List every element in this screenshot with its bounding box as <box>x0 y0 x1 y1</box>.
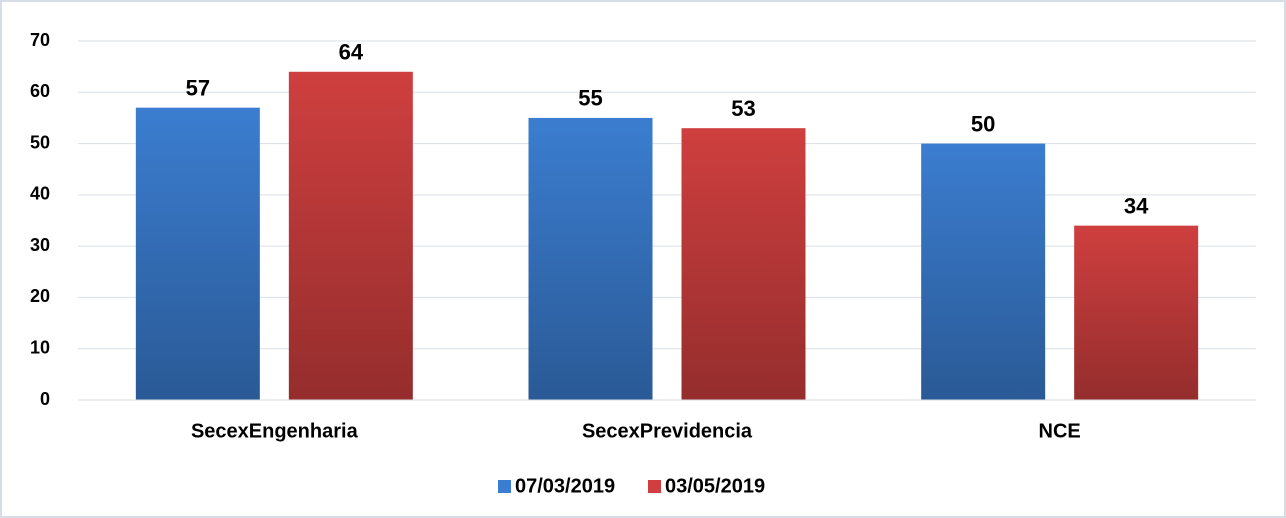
data-label: 57 <box>186 75 210 100</box>
legend-label: 03/05/2019 <box>665 475 765 497</box>
bar <box>921 143 1046 401</box>
x-tick-label: SecexPrevidencia <box>582 420 753 442</box>
x-tick-label: SecexEngenharia <box>191 420 359 442</box>
data-label: 55 <box>578 86 602 111</box>
data-label: 34 <box>1124 193 1149 218</box>
legend-swatch <box>648 480 661 493</box>
bar <box>288 71 413 401</box>
y-tick-label: 30 <box>30 235 50 255</box>
data-label: 64 <box>339 40 364 65</box>
y-tick-label: 10 <box>30 337 50 357</box>
y-tick-label: 70 <box>30 30 50 50</box>
bar <box>135 107 260 401</box>
y-tick-label: 0 <box>40 389 50 409</box>
data-label: 53 <box>731 96 755 121</box>
data-label: 50 <box>971 111 995 136</box>
y-tick-label: 20 <box>30 286 50 306</box>
y-tick-label: 50 <box>30 132 50 152</box>
y-tick-label: 40 <box>30 184 50 204</box>
legend-label: 07/03/2019 <box>515 475 615 497</box>
y-tick-label: 60 <box>30 81 50 101</box>
legend-swatch <box>498 480 511 493</box>
bar <box>528 117 653 400</box>
bar <box>1074 225 1199 400</box>
x-tick-label: NCE <box>1039 420 1081 442</box>
bar <box>681 128 806 400</box>
